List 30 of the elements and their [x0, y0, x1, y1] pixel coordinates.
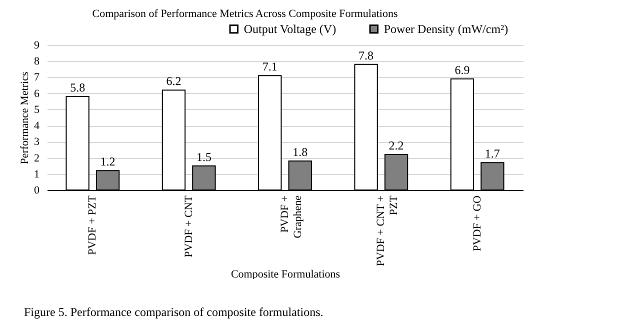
x-tick-label: PVDF + CNT + PZT [375, 195, 400, 266]
x-tick-label: PVDF + Graphene [279, 195, 304, 238]
data-label: 1.5 [196, 150, 212, 164]
x-tick-label: PVDF + CNT [182, 195, 195, 258]
y-tick-label: 1 [34, 168, 40, 180]
y-tick-label: 2 [34, 152, 40, 164]
x-tick-label: PVDF + PZT [86, 195, 99, 255]
y-tick-label: 9 [34, 40, 40, 52]
y-tick-label: 3 [34, 136, 40, 148]
x-tick-label: PVDF + GO [471, 195, 484, 252]
y-tick-label: 7 [34, 72, 40, 84]
data-label: 1.7 [484, 146, 500, 161]
y-tick-label: 4 [34, 120, 40, 132]
data-label: 7.8 [358, 48, 374, 62]
y-axis-title: Performance Metrics [19, 72, 31, 164]
legend-label: Output Voltage (V) [244, 22, 336, 36]
data-label: 6.2 [166, 74, 182, 88]
caption: Figure 5. Performance comparison of composite formulations. [24, 305, 324, 320]
y-tick-label: 8 [34, 56, 40, 68]
data-label: 2.2 [388, 138, 404, 153]
chart-title: Comparison of Performance Metrics Across Composite Formulations [92, 8, 398, 20]
data-label: 6.9 [454, 62, 470, 77]
y-tick-label: 5 [34, 104, 40, 116]
data-label: 1.8 [292, 145, 308, 159]
y-tick-label: 6 [34, 88, 40, 100]
data-label: 1.2 [100, 154, 116, 169]
data-label: 5.8 [70, 80, 86, 95]
y-tick-label: 0 [34, 184, 40, 196]
legend-label: Power Density (mW/cm²) [384, 22, 508, 36]
data-label: 7.1 [262, 60, 278, 74]
